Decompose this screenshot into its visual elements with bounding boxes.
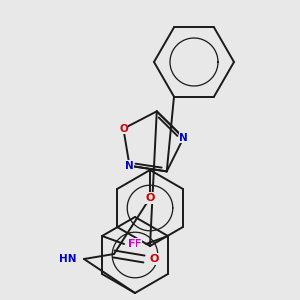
Text: F: F [128, 239, 136, 249]
Text: N: N [125, 161, 134, 171]
Text: O: O [149, 254, 159, 264]
Text: O: O [119, 124, 128, 134]
Text: HN: HN [58, 254, 76, 264]
Text: O: O [145, 193, 155, 203]
Text: F: F [134, 239, 142, 249]
Text: N: N [179, 133, 188, 143]
